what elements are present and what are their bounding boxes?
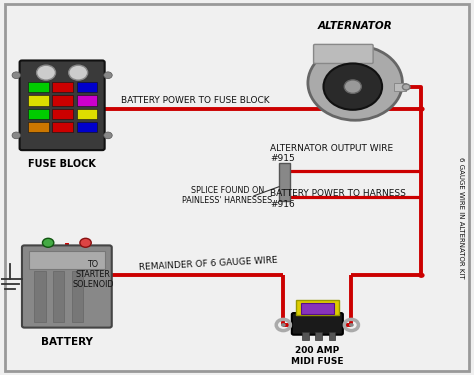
Text: BATTERY POWER TO HARNESS
#916: BATTERY POWER TO HARNESS #916	[270, 189, 406, 209]
Text: BATTERY: BATTERY	[41, 337, 93, 347]
Circle shape	[36, 65, 55, 80]
Bar	[316, 332, 322, 340]
Circle shape	[418, 273, 425, 278]
Circle shape	[12, 72, 20, 79]
Bar	[302, 332, 309, 340]
Bar	[296, 300, 338, 315]
Bar	[53, 109, 73, 119]
Circle shape	[43, 238, 54, 247]
Bar	[72, 271, 83, 322]
Circle shape	[349, 323, 354, 327]
Bar	[328, 332, 335, 340]
Bar	[77, 122, 98, 132]
Bar	[34, 271, 46, 322]
FancyBboxPatch shape	[22, 245, 112, 328]
Circle shape	[323, 63, 382, 110]
Bar	[28, 82, 49, 92]
Bar	[28, 95, 49, 106]
Circle shape	[69, 65, 88, 80]
Bar	[394, 83, 406, 91]
Bar	[53, 82, 73, 92]
FancyBboxPatch shape	[19, 60, 105, 150]
Text: 6 GAUGE WIRE IN ALTERNATOR KIT: 6 GAUGE WIRE IN ALTERNATOR KIT	[458, 157, 465, 278]
Bar	[279, 163, 290, 201]
Bar	[77, 82, 98, 92]
FancyBboxPatch shape	[314, 44, 373, 63]
Text: SPLICE FOUND ON
PAINLESS' HARNESSES: SPLICE FOUND ON PAINLESS' HARNESSES	[182, 186, 273, 205]
Circle shape	[308, 45, 402, 120]
Bar	[53, 122, 73, 132]
Bar	[29, 251, 105, 269]
Circle shape	[12, 132, 20, 139]
Bar	[53, 95, 73, 106]
Circle shape	[104, 72, 112, 79]
Text: TO
STARTER
SOLENOID: TO STARTER SOLENOID	[72, 260, 114, 290]
Bar	[301, 303, 334, 314]
FancyBboxPatch shape	[292, 313, 343, 335]
Text: FUSE BLOCK: FUSE BLOCK	[28, 159, 96, 170]
Circle shape	[80, 238, 91, 247]
Circle shape	[104, 132, 112, 139]
Text: ALTERNATOR OUTPUT WIRE
#915: ALTERNATOR OUTPUT WIRE #915	[270, 144, 393, 163]
Text: BATTERY POWER TO FUSE BLOCK: BATTERY POWER TO FUSE BLOCK	[121, 96, 270, 105]
Bar	[77, 95, 98, 106]
Bar	[53, 271, 64, 322]
Circle shape	[344, 80, 361, 93]
Text: ALTERNATOR: ALTERNATOR	[318, 21, 392, 31]
Bar	[77, 109, 98, 119]
Circle shape	[281, 323, 286, 327]
Text: 200 AMP
MIDI FUSE: 200 AMP MIDI FUSE	[291, 346, 344, 366]
Bar	[28, 122, 49, 132]
Bar	[28, 109, 49, 119]
FancyBboxPatch shape	[5, 4, 469, 370]
Circle shape	[418, 106, 425, 112]
Text: REMAINDER OF 6 GAUGE WIRE: REMAINDER OF 6 GAUGE WIRE	[138, 255, 278, 272]
Circle shape	[402, 84, 410, 90]
